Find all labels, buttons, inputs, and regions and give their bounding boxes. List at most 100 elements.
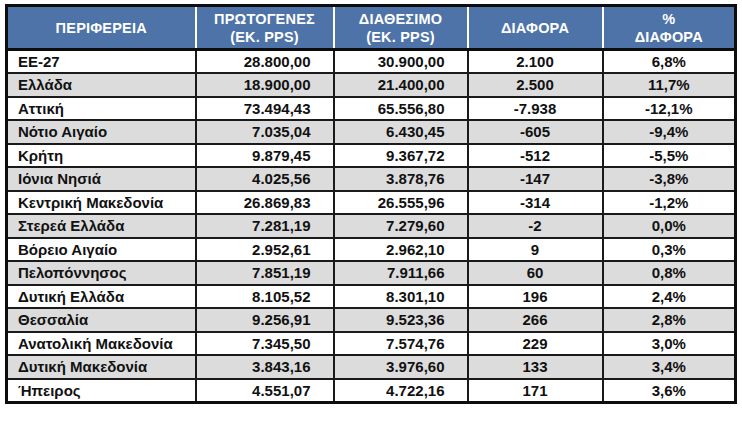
available-cell: 7.911,66 bbox=[334, 261, 468, 285]
region-cell: Κεντρική Μακεδονία bbox=[7, 191, 196, 215]
pct-cell: -12,1% bbox=[603, 97, 736, 121]
regions-data-table: ΠΕΡΙΦΕΡΕΙΑ ΠΡΩΤΟΓΕΝΕΣ (ΕΚ. PPS) ΔΙΑΘΕΣΙΜ… bbox=[5, 4, 737, 404]
header-diff-line1: ΔΙΑΦΟΡΑ bbox=[471, 19, 600, 37]
diff-cell: 2.500 bbox=[468, 73, 603, 97]
region-cell: ΕΕ-27 bbox=[7, 50, 196, 74]
available-cell: 26.555,96 bbox=[334, 191, 468, 215]
pct-cell: -9,4% bbox=[603, 120, 736, 144]
table-row: Πελοπόννησος7.851,197.911,66600,8% bbox=[7, 261, 736, 285]
diff-cell: 60 bbox=[468, 261, 603, 285]
table-row: Ελλάδα18.900,0021.400,002.50011,7% bbox=[7, 73, 736, 97]
pct-cell: 6,8% bbox=[603, 50, 736, 74]
diff-cell: -314 bbox=[468, 191, 603, 215]
table-row: Νότιο Αιγαίο7.035,046.430,45-605-9,4% bbox=[7, 120, 736, 144]
header-region-line1: ΠΕΡΙΦΕΡΕΙΑ bbox=[10, 19, 193, 37]
header-available-line1: ΔΙΑΘΕΣΙΜΟ bbox=[337, 10, 465, 28]
header-pct-line2: ΔΙΑΦΟΡΑ bbox=[606, 28, 733, 46]
pct-cell: 2,8% bbox=[603, 308, 736, 332]
primary-cell: 9.256,91 bbox=[196, 308, 334, 332]
diff-cell: 9 bbox=[468, 238, 603, 262]
region-cell: Ανατολική Μακεδονία bbox=[7, 332, 196, 356]
table-body: ΕΕ-2728.800,0030.900,002.1006,8%Ελλάδα18… bbox=[7, 50, 736, 403]
available-cell: 8.301,10 bbox=[334, 285, 468, 309]
available-cell: 21.400,00 bbox=[334, 73, 468, 97]
region-cell: Ήπειρος bbox=[7, 379, 196, 403]
header-primary: ΠΡΩΤΟΓΕΝΕΣ (ΕΚ. PPS) bbox=[196, 6, 334, 50]
diff-cell: -2 bbox=[468, 214, 603, 238]
header-available: ΔΙΑΘΕΣΙΜΟ (ΕΚ. PPS) bbox=[334, 6, 468, 50]
table-row: Στερεά Ελλάδα7.281,197.279,60-20,0% bbox=[7, 214, 736, 238]
primary-cell: 73.494,43 bbox=[196, 97, 334, 121]
pct-cell: 3,4% bbox=[603, 355, 736, 379]
pct-cell: -3,8% bbox=[603, 167, 736, 191]
header-available-line2: (ΕΚ. PPS) bbox=[337, 28, 465, 46]
region-cell: Στερεά Ελλάδα bbox=[7, 214, 196, 238]
pct-cell: 2,4% bbox=[603, 285, 736, 309]
header-primary-line2: (ΕΚ. PPS) bbox=[199, 28, 331, 46]
diff-cell: 196 bbox=[468, 285, 603, 309]
table-row: Δυτική Μακεδονία3.843,163.976,601333,4% bbox=[7, 355, 736, 379]
pct-cell: 11,7% bbox=[603, 73, 736, 97]
table-row: Αττική73.494,4365.556,80-7.938-12,1% bbox=[7, 97, 736, 121]
region-cell: Θεσσαλία bbox=[7, 308, 196, 332]
primary-cell: 26.869,83 bbox=[196, 191, 334, 215]
primary-cell: 18.900,00 bbox=[196, 73, 334, 97]
available-cell: 7.574,76 bbox=[334, 332, 468, 356]
primary-cell: 7.035,04 bbox=[196, 120, 334, 144]
region-cell: Βόρειο Αιγαίο bbox=[7, 238, 196, 262]
pct-cell: 3,0% bbox=[603, 332, 736, 356]
diff-cell: -605 bbox=[468, 120, 603, 144]
table-row: ΕΕ-2728.800,0030.900,002.1006,8% bbox=[7, 50, 736, 74]
table-row: Κεντρική Μακεδονία26.869,8326.555,96-314… bbox=[7, 191, 736, 215]
table-row: Ανατολική Μακεδονία7.345,507.574,762293,… bbox=[7, 332, 736, 356]
header-primary-line1: ΠΡΩΤΟΓΕΝΕΣ bbox=[199, 10, 331, 28]
header-pct: % ΔΙΑΦΟΡΑ bbox=[603, 6, 736, 50]
pct-cell: 3,6% bbox=[603, 379, 736, 403]
diff-cell: -512 bbox=[468, 144, 603, 168]
available-cell: 9.523,36 bbox=[334, 308, 468, 332]
header-region: ΠΕΡΙΦΕΡΕΙΑ bbox=[7, 6, 196, 50]
primary-cell: 4.025,56 bbox=[196, 167, 334, 191]
pct-cell: -5,5% bbox=[603, 144, 736, 168]
available-cell: 6.430,45 bbox=[334, 120, 468, 144]
pct-cell: 0,0% bbox=[603, 214, 736, 238]
available-cell: 2.962,10 bbox=[334, 238, 468, 262]
diff-cell: 171 bbox=[468, 379, 603, 403]
header-pct-line1: % bbox=[606, 10, 733, 28]
primary-cell: 28.800,00 bbox=[196, 50, 334, 74]
diff-cell: 2.100 bbox=[468, 50, 603, 74]
primary-cell: 7.281,19 bbox=[196, 214, 334, 238]
primary-cell: 3.843,16 bbox=[196, 355, 334, 379]
diff-cell: -147 bbox=[468, 167, 603, 191]
table-row: Θεσσαλία9.256,919.523,362662,8% bbox=[7, 308, 736, 332]
region-cell: Ιόνια Νησιά bbox=[7, 167, 196, 191]
diff-cell: 133 bbox=[468, 355, 603, 379]
pct-cell: 0,8% bbox=[603, 261, 736, 285]
region-cell: Κρήτη bbox=[7, 144, 196, 168]
table-header: ΠΕΡΙΦΕΡΕΙΑ ΠΡΩΤΟΓΕΝΕΣ (ΕΚ. PPS) ΔΙΑΘΕΣΙΜ… bbox=[7, 6, 736, 50]
table-row: Κρήτη9.879,459.367,72-512-5,5% bbox=[7, 144, 736, 168]
pct-cell: -1,2% bbox=[603, 191, 736, 215]
diff-cell: 266 bbox=[468, 308, 603, 332]
region-cell: Αττική bbox=[7, 97, 196, 121]
available-cell: 9.367,72 bbox=[334, 144, 468, 168]
table-row: Ιόνια Νησιά4.025,563.878,76-147-3,8% bbox=[7, 167, 736, 191]
available-cell: 7.279,60 bbox=[334, 214, 468, 238]
region-cell: Δυτική Ελλάδα bbox=[7, 285, 196, 309]
region-cell: Δυτική Μακεδονία bbox=[7, 355, 196, 379]
primary-cell: 4.551,07 bbox=[196, 379, 334, 403]
regions-table-container: ΠΕΡΙΦΕΡΕΙΑ ΠΡΩΤΟΓΕΝΕΣ (ΕΚ. PPS) ΔΙΑΘΕΣΙΜ… bbox=[0, 0, 742, 404]
available-cell: 3.878,76 bbox=[334, 167, 468, 191]
table-row: Ήπειρος4.551,074.722,161713,6% bbox=[7, 379, 736, 403]
pct-cell: 0,3% bbox=[603, 238, 736, 262]
region-cell: Νότιο Αιγαίο bbox=[7, 120, 196, 144]
available-cell: 4.722,16 bbox=[334, 379, 468, 403]
primary-cell: 8.105,52 bbox=[196, 285, 334, 309]
header-row: ΠΕΡΙΦΕΡΕΙΑ ΠΡΩΤΟΓΕΝΕΣ (ΕΚ. PPS) ΔΙΑΘΕΣΙΜ… bbox=[7, 6, 736, 50]
diff-cell: -7.938 bbox=[468, 97, 603, 121]
header-diff: ΔΙΑΦΟΡΑ bbox=[468, 6, 603, 50]
diff-cell: 229 bbox=[468, 332, 603, 356]
available-cell: 65.556,80 bbox=[334, 97, 468, 121]
primary-cell: 7.851,19 bbox=[196, 261, 334, 285]
table-row: Βόρειο Αιγαίο2.952,612.962,1090,3% bbox=[7, 238, 736, 262]
